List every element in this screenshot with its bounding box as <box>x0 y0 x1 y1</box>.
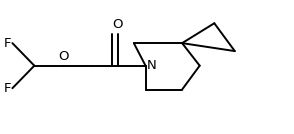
Text: O: O <box>58 50 69 63</box>
Text: O: O <box>113 18 123 31</box>
Text: F: F <box>4 37 11 50</box>
Text: F: F <box>4 82 11 95</box>
Text: N: N <box>147 59 157 72</box>
